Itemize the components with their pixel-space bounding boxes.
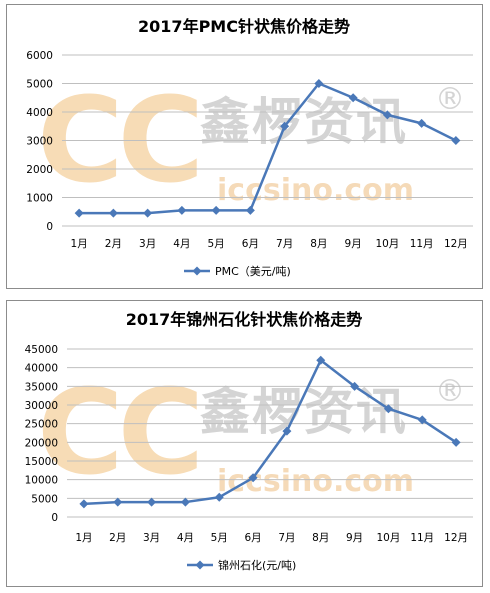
legend-label: 锦州石化(元/吨) (218, 558, 296, 572)
series-line (79, 82, 457, 215)
x-tick-label: 6月 (242, 238, 259, 250)
data-point-marker (143, 208, 153, 218)
series-line (83, 358, 457, 506)
y-tick-label: 3000 (26, 136, 53, 148)
x-tick-label: 10月 (376, 532, 400, 544)
chart-panel-jinzhou: CC 鑫椤资讯 iccsino.com ® 2017年锦州石化针状焦价格走势 0 5000 1… (6, 300, 483, 587)
chart-title: 2017年PMC针状焦价格走势 (138, 17, 350, 36)
y-tick-label: 4000 (26, 107, 53, 119)
y-tick-label: 30000 (25, 400, 58, 412)
x-tick-label: 1月 (75, 532, 92, 544)
data-point-marker (211, 205, 221, 215)
jinzhou-price-chart: CC 鑫椤资讯 iccsino.com ® 2017年锦州石化针状焦价格走势 0 5000 1… (25, 310, 473, 572)
data-point-marker (177, 205, 187, 215)
legend-marker (192, 266, 202, 276)
x-tick-label: 2月 (109, 532, 126, 544)
x-tick-label: 3月 (143, 532, 160, 544)
data-point-marker (214, 492, 224, 502)
x-tick-label: 5月 (208, 238, 225, 250)
data-point-marker (248, 473, 258, 483)
x-tick-label: 5月 (211, 532, 228, 544)
y-tick-label: 0 (51, 512, 58, 524)
y-tick-label: 25000 (25, 419, 58, 431)
chart-title: 2017年锦州石化针状焦价格走势 (126, 310, 363, 329)
y-tick-label: 20000 (25, 437, 58, 449)
data-point-marker (417, 118, 427, 128)
x-tick-label: 12月 (444, 238, 468, 250)
data-point-marker (382, 110, 392, 120)
data-point-marker (314, 79, 324, 88)
data-point-marker (180, 497, 190, 507)
y-tick-label: 2000 (26, 164, 53, 176)
y-tick-label: 10000 (25, 475, 58, 487)
data-point-marker (350, 381, 360, 391)
data-point-marker (316, 355, 326, 365)
data-point-marker (348, 93, 358, 103)
data-point-marker (147, 497, 157, 507)
y-tick-label: 5000 (31, 493, 58, 505)
data-point-marker (383, 404, 393, 414)
y-tick-label: 15000 (25, 456, 58, 468)
pmc-price-chart: CC 鑫椤资讯iccsino.com®2017年PMC针状焦价格走势0100020… (26, 17, 473, 278)
x-tick-label: 8月 (310, 238, 327, 250)
chart-panel-pmc: CC 鑫椤资讯 iccsino.com ® 2017年PMC针状焦价格走势 0 1000 20… (6, 4, 483, 289)
x-tick-label: 6月 (244, 532, 261, 544)
x-tick-label: 4月 (177, 532, 194, 544)
x-tick-label: 10月 (375, 238, 399, 250)
legend-marker (195, 560, 205, 570)
y-tick-label: 5000 (26, 79, 53, 91)
x-tick-label: 11月 (410, 532, 434, 544)
watermark-url: iccsino.com (217, 464, 414, 499)
x-tick-label: 8月 (312, 532, 329, 544)
data-point-marker (280, 121, 290, 131)
watermark-brand: 鑫椤资讯 (200, 383, 408, 441)
x-tick-label: 2月 (105, 238, 122, 250)
y-tick-label: 1000 (26, 193, 53, 205)
data-point-marker (74, 208, 84, 218)
watermark-logo: CC (37, 363, 198, 501)
y-tick-label: 6000 (26, 50, 53, 62)
x-tick-label: 9月 (346, 532, 363, 544)
y-tick-label: 0 (46, 221, 53, 233)
data-point-marker (417, 415, 427, 425)
x-tick-label: 7月 (278, 532, 295, 544)
x-tick-label: 12月 (444, 532, 468, 544)
data-point-marker (282, 426, 292, 436)
data-point-marker (108, 208, 118, 218)
watermark-registered-icon: ® (435, 82, 465, 117)
watermark-url: iccsino.com (217, 173, 414, 208)
data-point-marker (451, 136, 461, 145)
x-tick-label: 4月 (173, 238, 190, 250)
y-tick-label: 45000 (25, 344, 58, 356)
x-tick-label: 3月 (139, 238, 156, 250)
x-tick-label: 1月 (71, 238, 88, 250)
y-tick-label: 35000 (25, 381, 58, 393)
data-point-marker (79, 499, 89, 509)
data-point-marker (245, 205, 255, 215)
x-tick-label: 9月 (345, 238, 362, 250)
watermark-registered-icon: ® (435, 374, 465, 409)
legend-label: PMC（美元/吨) (215, 265, 291, 278)
data-point-marker (451, 437, 461, 447)
data-point-marker (113, 497, 123, 507)
x-tick-label: 7月 (276, 238, 293, 250)
y-tick-label: 40000 (25, 363, 58, 375)
x-tick-label: 11月 (410, 238, 434, 250)
